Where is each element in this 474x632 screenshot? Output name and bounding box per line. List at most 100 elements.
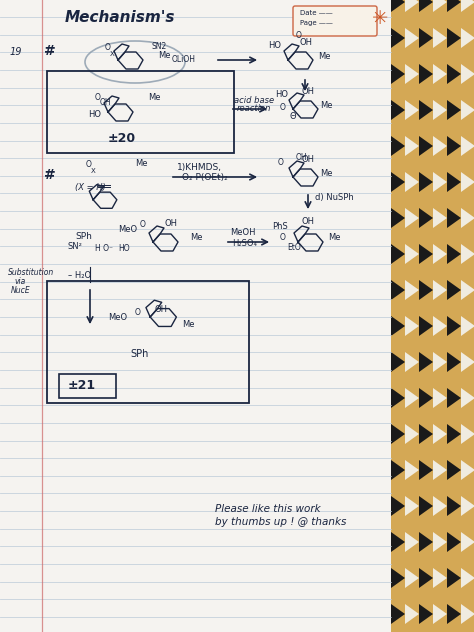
Polygon shape: [405, 496, 419, 516]
Polygon shape: [433, 172, 447, 192]
Polygon shape: [391, 172, 405, 192]
Text: MeOH: MeOH: [230, 228, 255, 237]
Text: O: O: [280, 103, 286, 112]
Text: OH: OH: [155, 305, 168, 314]
Text: acid base: acid base: [234, 96, 274, 105]
Polygon shape: [447, 568, 461, 588]
Polygon shape: [461, 604, 474, 624]
Text: Me: Me: [320, 101, 332, 110]
Text: by thumbs up ! @ thanks: by thumbs up ! @ thanks: [215, 517, 346, 527]
Text: OH: OH: [165, 219, 178, 228]
Text: OH: OH: [300, 38, 313, 47]
Text: Me: Me: [182, 320, 194, 329]
Polygon shape: [405, 280, 419, 300]
Polygon shape: [391, 316, 405, 336]
Polygon shape: [433, 28, 447, 48]
Polygon shape: [419, 28, 433, 48]
Polygon shape: [419, 136, 433, 156]
Polygon shape: [461, 424, 474, 444]
Polygon shape: [461, 388, 474, 408]
Text: HO: HO: [118, 244, 129, 253]
Polygon shape: [405, 100, 419, 120]
Text: d) NuSPh: d) NuSPh: [315, 193, 354, 202]
Text: O: O: [135, 308, 141, 317]
Text: via: via: [14, 277, 25, 286]
Polygon shape: [433, 532, 447, 552]
Polygon shape: [391, 64, 405, 84]
Text: H O⁻: H O⁻: [95, 244, 113, 253]
Text: Me: Me: [328, 233, 340, 242]
Polygon shape: [433, 208, 447, 228]
Text: Page ——: Page ——: [300, 20, 333, 26]
Text: O: O: [140, 220, 146, 229]
Polygon shape: [405, 136, 419, 156]
Polygon shape: [405, 28, 419, 48]
Polygon shape: [447, 316, 461, 336]
Polygon shape: [433, 316, 447, 336]
Polygon shape: [419, 388, 433, 408]
Polygon shape: [461, 28, 474, 48]
Polygon shape: [461, 100, 474, 120]
Polygon shape: [447, 352, 461, 372]
Polygon shape: [461, 316, 474, 336]
Polygon shape: [405, 316, 419, 336]
Polygon shape: [405, 0, 419, 12]
Polygon shape: [391, 352, 405, 372]
Text: #: #: [44, 168, 56, 182]
Polygon shape: [433, 424, 447, 444]
Polygon shape: [461, 496, 474, 516]
Polygon shape: [405, 244, 419, 264]
Polygon shape: [433, 388, 447, 408]
Polygon shape: [461, 460, 474, 480]
Polygon shape: [419, 280, 433, 300]
Polygon shape: [433, 568, 447, 588]
Polygon shape: [461, 352, 474, 372]
Text: Me: Me: [148, 93, 161, 102]
Text: ±20: ±20: [108, 132, 136, 145]
Text: Please like this work: Please like this work: [215, 504, 320, 514]
Polygon shape: [447, 208, 461, 228]
Polygon shape: [433, 100, 447, 120]
Polygon shape: [405, 568, 419, 588]
Polygon shape: [433, 352, 447, 372]
Polygon shape: [433, 64, 447, 84]
Polygon shape: [391, 208, 405, 228]
Text: MeO: MeO: [108, 313, 127, 322]
Polygon shape: [461, 244, 474, 264]
Polygon shape: [391, 532, 405, 552]
Text: Θ: Θ: [290, 112, 297, 121]
Polygon shape: [447, 64, 461, 84]
Text: Substitution: Substitution: [8, 268, 54, 277]
Polygon shape: [391, 496, 405, 516]
Polygon shape: [419, 532, 433, 552]
Text: HO: HO: [275, 90, 288, 99]
Text: #: #: [44, 44, 56, 58]
Text: reaction: reaction: [237, 104, 272, 113]
Polygon shape: [447, 532, 461, 552]
Text: O: O: [278, 158, 284, 167]
Text: O: O: [280, 233, 286, 242]
Polygon shape: [461, 208, 474, 228]
Polygon shape: [405, 172, 419, 192]
Polygon shape: [391, 28, 405, 48]
Polygon shape: [391, 460, 405, 480]
Text: SPh: SPh: [75, 232, 92, 241]
Polygon shape: [461, 568, 474, 588]
Polygon shape: [405, 460, 419, 480]
Text: PhS: PhS: [272, 222, 288, 231]
Polygon shape: [461, 136, 474, 156]
Polygon shape: [391, 0, 474, 632]
Text: NucE: NucE: [11, 286, 31, 295]
Text: 19: 19: [10, 47, 22, 57]
Text: OLiOH: OLiOH: [172, 55, 196, 64]
Polygon shape: [447, 424, 461, 444]
Polygon shape: [0, 0, 391, 632]
Polygon shape: [461, 280, 474, 300]
Text: OH: OH: [302, 217, 315, 226]
Text: Date ——: Date ——: [300, 10, 333, 16]
Text: Mechanism's: Mechanism's: [65, 10, 175, 25]
Polygon shape: [447, 100, 461, 120]
Text: Me: Me: [158, 51, 171, 60]
Text: HO: HO: [88, 110, 101, 119]
Text: EtO: EtO: [287, 243, 301, 252]
